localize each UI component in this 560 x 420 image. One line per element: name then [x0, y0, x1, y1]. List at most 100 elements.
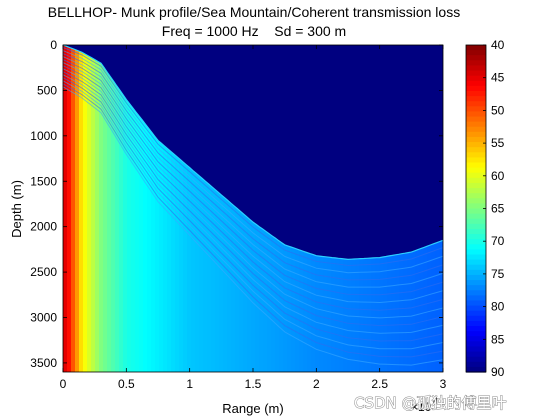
tl-column: [67, 45, 72, 372]
colorbar-cell: [466, 208, 486, 215]
colorbar-tick-label: 90: [491, 365, 505, 379]
tl-column: [79, 45, 84, 372]
colorbar-cell: [466, 70, 486, 77]
x-tick-label: 0: [60, 377, 67, 391]
colorbar-cell: [466, 96, 486, 102]
tl-column: [151, 45, 156, 372]
x-exponent: ×10 4: [411, 396, 438, 414]
tl-column: [179, 45, 184, 372]
tl-column: [139, 45, 144, 372]
colorbar-cell: [466, 85, 486, 92]
colorbar-cell: [466, 320, 486, 327]
colorbar-cell: [466, 218, 486, 225]
tl-column: [95, 45, 100, 372]
colorbar-cell: [466, 136, 486, 143]
colorbar-cell: [466, 116, 486, 123]
tl-column: [131, 45, 136, 372]
ray-streak: [63, 50, 443, 274]
colorbar-tick-label: 40: [491, 38, 505, 52]
colorbar: 40 45 50 55 60 65 70 75 80 85 90: [465, 38, 505, 379]
ray-streak: [63, 53, 443, 281]
colorbar-cell: [466, 239, 486, 245]
tl-column: [127, 45, 132, 372]
colorbar-cell: [466, 126, 486, 133]
ray-streak: [63, 47, 443, 267]
tl-column: [159, 45, 164, 372]
colorbar-tick-label: 85: [491, 332, 505, 346]
tl-column: [231, 45, 236, 372]
colorbar-cell: [466, 234, 486, 240]
x-exponent-base: ×10: [411, 400, 432, 414]
y-tick-label: 2000: [30, 220, 57, 234]
colorbar-cell: [466, 198, 486, 204]
ray-streak: [63, 65, 443, 311]
colorbar-cell: [466, 80, 486, 87]
colorbar-cell: [466, 280, 486, 286]
colorbar-cell: [466, 203, 486, 210]
colorbar-gradient: [466, 45, 486, 373]
tl-column: [207, 45, 212, 372]
colorbar-cell: [466, 111, 486, 118]
colorbar-cell: [466, 167, 486, 174]
y-tick-label: 0: [50, 38, 57, 52]
x-axis-label: Range (m): [222, 401, 283, 416]
bathymetry-line: [63, 45, 443, 261]
colorbar-cell: [466, 259, 486, 266]
tl-column: [227, 45, 232, 372]
tl-column: [187, 45, 192, 372]
y-tick-label: 500: [37, 83, 57, 97]
y-tick-label: 2500: [30, 265, 57, 279]
tl-column: [203, 45, 208, 372]
tl-column: [87, 45, 92, 372]
colorbar-ticks: 40 45 50 55 60 65 70 75 80 85 90: [483, 38, 505, 379]
tl-column: [111, 45, 116, 372]
colorbar-tick-label: 60: [491, 169, 505, 183]
colorbar-cell: [466, 213, 486, 220]
colorbar-cell: [466, 157, 486, 164]
x-tick-label: 3: [440, 377, 447, 391]
colorbar-cell: [466, 193, 486, 199]
colorbar-cell: [466, 162, 486, 169]
y-tick-label: 1500: [30, 174, 57, 188]
colorbar-cell: [466, 264, 486, 271]
colorbar-cell: [466, 336, 486, 342]
colorbar-cell: [466, 295, 486, 302]
colorbar-cell: [466, 55, 486, 61]
colorbar-cell: [466, 310, 486, 317]
colorbar-tick-label: 75: [491, 267, 505, 281]
tl-column: [215, 45, 220, 372]
tl-column: [147, 45, 152, 372]
plot-area: [63, 45, 443, 372]
x-axis: 0 0.5 1 1.5 2 2.5 3: [60, 45, 447, 391]
chart-title: BELLHOP- Munk profile/Sea Mountain/Coher…: [48, 4, 460, 20]
colorbar-tick-label: 55: [491, 136, 505, 150]
colorbar-cell: [466, 121, 486, 128]
colorbar-tick-label: 45: [491, 71, 505, 85]
colorbar-cell: [466, 351, 486, 358]
x-tick-label: 0.5: [118, 377, 135, 391]
colorbar-cell: [466, 106, 486, 113]
colorbar-cell: [466, 177, 486, 184]
y-tick-label: 3000: [30, 311, 57, 325]
tl-column: [143, 45, 148, 372]
colorbar-cell: [466, 75, 486, 82]
tl-column: [219, 45, 224, 372]
ray-streak: [63, 86, 443, 366]
colorbar-cell: [466, 366, 486, 373]
colorbar-cell: [466, 147, 486, 153]
y-axis: 0 500 1000 1500 2000 2500 3000 3500: [30, 38, 443, 370]
x-tick-label: 1: [186, 377, 193, 391]
colorbar-cell: [466, 346, 486, 353]
x-tick-label: 2: [313, 377, 320, 391]
tl-column: [71, 45, 76, 372]
colorbar-cell: [466, 50, 486, 56]
tl-column: [163, 45, 168, 372]
y-tick-label: 3500: [30, 356, 57, 370]
colorbar-cell: [466, 331, 486, 337]
ray-streak: [63, 83, 443, 358]
tl-column: [103, 45, 108, 372]
tl-column: [119, 45, 124, 372]
tl-column: [155, 45, 160, 372]
colorbar-cell: [466, 152, 486, 159]
colorbar-cell: [466, 65, 486, 72]
